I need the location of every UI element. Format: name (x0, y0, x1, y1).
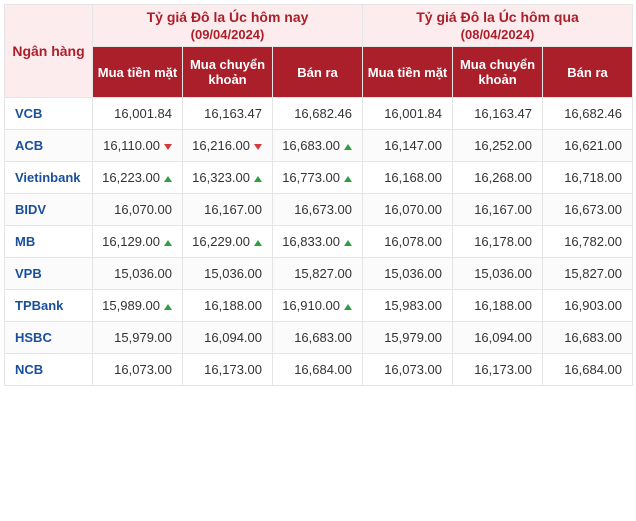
cell-yest: 16,147.00 (363, 130, 453, 162)
header-cash-yest: Mua tiền mặt (363, 47, 453, 98)
bank-name[interactable]: VCB (5, 98, 93, 130)
header-yesterday-date: (08/04/2024) (369, 27, 626, 42)
table-row: VCB16,001.8416,163.4716,682.4616,001.841… (5, 98, 633, 130)
triangle-up-icon (254, 240, 262, 246)
table-row: Vietinbank16,223.0016,323.0016,773.0016,… (5, 162, 633, 194)
cell-yest: 16,268.00 (453, 162, 543, 194)
cell-yest: 16,673.00 (543, 194, 633, 226)
header-today-date: (09/04/2024) (99, 27, 356, 42)
header-today: Tỷ giá Đô la Úc hôm nay (09/04/2024) (93, 5, 363, 47)
table-row: TPBank15,989.0016,188.0016,910.0015,983.… (5, 290, 633, 322)
table-row: VPB15,036.0015,036.0015,827.0015,036.001… (5, 258, 633, 290)
cell-today: 16,673.00 (273, 194, 363, 226)
cell-today: 16,683.00 (273, 130, 363, 162)
cell-today: 16,188.00 (183, 290, 273, 322)
triangle-up-icon (344, 240, 352, 246)
cell-today: 16,094.00 (183, 322, 273, 354)
table-row: NCB16,073.0016,173.0016,684.0016,073.001… (5, 354, 633, 386)
cell-yest: 16,903.00 (543, 290, 633, 322)
header-transfer-today: Mua chuyển khoản (183, 47, 273, 98)
cell-today: 16,229.00 (183, 226, 273, 258)
header-bank: Ngân hàng (5, 5, 93, 98)
header-sell-today: Bán ra (273, 47, 363, 98)
triangle-up-icon (164, 176, 172, 182)
cell-yest: 15,979.00 (363, 322, 453, 354)
cell-today: 15,036.00 (93, 258, 183, 290)
header-yesterday: Tỷ giá Đô la Úc hôm qua (08/04/2024) (363, 5, 633, 47)
bank-name[interactable]: NCB (5, 354, 93, 386)
cell-today: 16,167.00 (183, 194, 273, 226)
cell-today: 15,036.00 (183, 258, 273, 290)
cell-today: 16,129.00 (93, 226, 183, 258)
header-today-title: Tỷ giá Đô la Úc hôm nay (147, 9, 309, 25)
bank-name[interactable]: ACB (5, 130, 93, 162)
cell-yest: 15,036.00 (453, 258, 543, 290)
cell-today: 16,110.00 (93, 130, 183, 162)
cell-yest: 16,001.84 (363, 98, 453, 130)
cell-today: 16,773.00 (273, 162, 363, 194)
cell-yest: 15,983.00 (363, 290, 453, 322)
bank-name[interactable]: Vietinbank (5, 162, 93, 194)
rate-table: Ngân hàng Tỷ giá Đô la Úc hôm nay (09/04… (4, 4, 633, 386)
cell-yest: 16,178.00 (453, 226, 543, 258)
triangle-up-icon (344, 144, 352, 150)
header-cash-today: Mua tiền mặt (93, 47, 183, 98)
header-transfer-yest: Mua chuyển khoản (453, 47, 543, 98)
cell-yest: 16,070.00 (363, 194, 453, 226)
cell-today: 16,163.47 (183, 98, 273, 130)
cell-yest: 15,827.00 (543, 258, 633, 290)
triangle-up-icon (164, 304, 172, 310)
cell-today: 16,684.00 (273, 354, 363, 386)
cell-yest: 16,682.46 (543, 98, 633, 130)
cell-yest: 15,036.00 (363, 258, 453, 290)
cell-today: 16,323.00 (183, 162, 273, 194)
bank-name[interactable]: VPB (5, 258, 93, 290)
table-row: HSBC15,979.0016,094.0016,683.0015,979.00… (5, 322, 633, 354)
triangle-down-icon (254, 144, 262, 150)
header-yesterday-title: Tỷ giá Đô la Úc hôm qua (416, 9, 579, 25)
cell-yest: 16,252.00 (453, 130, 543, 162)
cell-today: 16,216.00 (183, 130, 273, 162)
cell-today: 16,070.00 (93, 194, 183, 226)
bank-name[interactable]: HSBC (5, 322, 93, 354)
cell-today: 16,073.00 (93, 354, 183, 386)
table-row: MB16,129.0016,229.0016,833.0016,078.0016… (5, 226, 633, 258)
cell-yest: 16,073.00 (363, 354, 453, 386)
cell-today: 16,223.00 (93, 162, 183, 194)
cell-yest: 16,168.00 (363, 162, 453, 194)
cell-yest: 16,683.00 (543, 322, 633, 354)
triangle-up-icon (254, 176, 262, 182)
cell-today: 15,979.00 (93, 322, 183, 354)
cell-yest: 16,094.00 (453, 322, 543, 354)
table-row: ACB16,110.0016,216.0016,683.0016,147.001… (5, 130, 633, 162)
cell-yest: 16,621.00 (543, 130, 633, 162)
cell-today: 16,910.00 (273, 290, 363, 322)
cell-today: 16,173.00 (183, 354, 273, 386)
triangle-down-icon (164, 144, 172, 150)
header-sell-yest: Bán ra (543, 47, 633, 98)
bank-name[interactable]: TPBank (5, 290, 93, 322)
cell-yest: 16,163.47 (453, 98, 543, 130)
cell-today: 15,989.00 (93, 290, 183, 322)
triangle-up-icon (164, 240, 172, 246)
table-row: BIDV16,070.0016,167.0016,673.0016,070.00… (5, 194, 633, 226)
cell-yest: 16,782.00 (543, 226, 633, 258)
triangle-up-icon (344, 304, 352, 310)
cell-today: 16,001.84 (93, 98, 183, 130)
bank-name[interactable]: BIDV (5, 194, 93, 226)
bank-name[interactable]: MB (5, 226, 93, 258)
cell-yest: 16,718.00 (543, 162, 633, 194)
cell-yest: 16,188.00 (453, 290, 543, 322)
cell-yest: 16,173.00 (453, 354, 543, 386)
cell-today: 15,827.00 (273, 258, 363, 290)
cell-yest: 16,684.00 (543, 354, 633, 386)
cell-today: 16,682.46 (273, 98, 363, 130)
cell-today: 16,683.00 (273, 322, 363, 354)
cell-yest: 16,167.00 (453, 194, 543, 226)
cell-yest: 16,078.00 (363, 226, 453, 258)
triangle-up-icon (344, 176, 352, 182)
cell-today: 16,833.00 (273, 226, 363, 258)
